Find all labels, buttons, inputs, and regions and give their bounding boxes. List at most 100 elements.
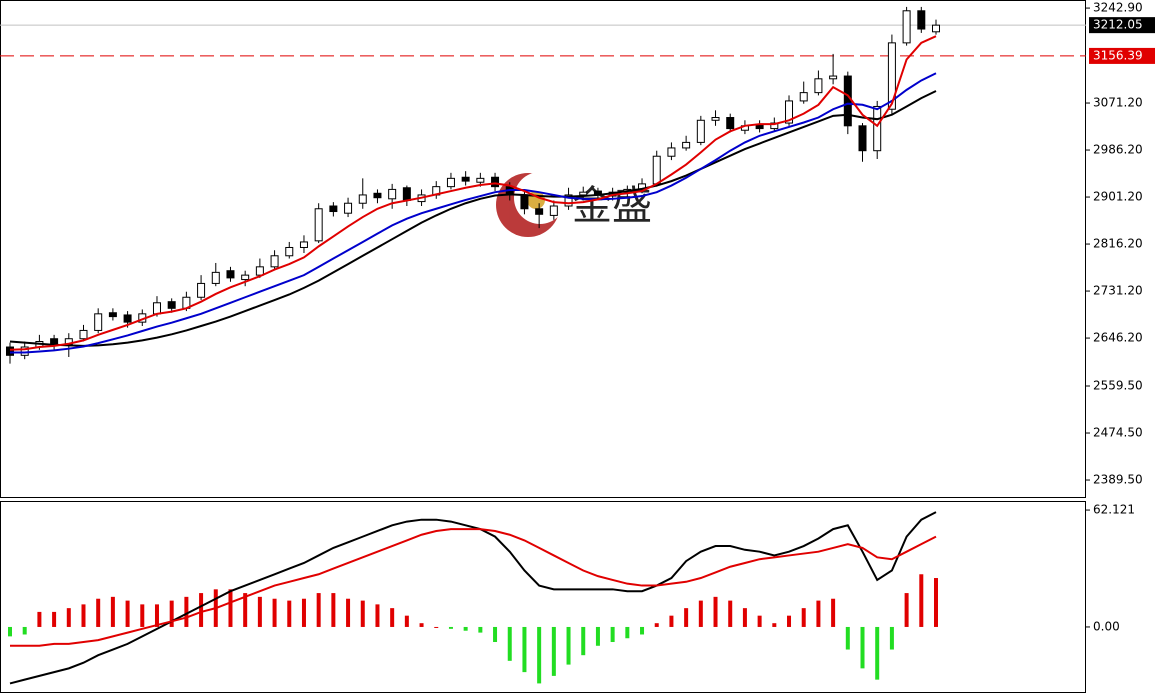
candle-body bbox=[785, 100, 794, 124]
candle-body bbox=[476, 177, 485, 183]
candle-body bbox=[917, 10, 926, 30]
candle-body bbox=[682, 141, 691, 149]
histogram-bar bbox=[404, 615, 409, 627]
histogram-bar bbox=[434, 626, 439, 628]
candle-body bbox=[564, 194, 573, 207]
histogram-bar bbox=[301, 598, 306, 627]
histogram-bar bbox=[360, 600, 365, 627]
histogram-bar bbox=[257, 596, 262, 627]
histogram-bar bbox=[169, 600, 174, 627]
candle-body bbox=[829, 75, 838, 80]
candle-body bbox=[461, 176, 470, 182]
histogram-bar bbox=[184, 596, 189, 627]
candle-body bbox=[446, 177, 455, 188]
candle-body bbox=[858, 125, 867, 152]
candle-body bbox=[6, 346, 14, 356]
candle-body bbox=[887, 42, 896, 110]
histogram-bar bbox=[22, 626, 27, 635]
candle-body bbox=[902, 10, 911, 44]
histogram-bar bbox=[728, 600, 733, 627]
candle-body bbox=[94, 313, 103, 331]
candle-body bbox=[329, 205, 338, 213]
histogram-bar bbox=[81, 604, 86, 627]
histogram-bar bbox=[889, 626, 894, 650]
candle-body bbox=[402, 187, 411, 201]
candle-body bbox=[549, 205, 558, 216]
histogram-bar bbox=[493, 626, 498, 643]
histogram-bar bbox=[287, 600, 292, 627]
candle-body bbox=[711, 117, 720, 121]
histogram-bar bbox=[831, 598, 836, 627]
histogram-bar bbox=[919, 574, 924, 627]
histogram-bar bbox=[934, 578, 938, 627]
histogram-bar bbox=[8, 626, 12, 637]
y-tick-label: 62.121 bbox=[1093, 503, 1135, 517]
histogram-bar bbox=[698, 600, 703, 627]
histogram-bar bbox=[390, 608, 395, 627]
histogram-bar bbox=[801, 608, 806, 627]
candle-body bbox=[579, 191, 588, 196]
histogram-bar bbox=[375, 604, 380, 627]
y-tick-label: 2646.20 bbox=[1093, 331, 1143, 345]
candle-body bbox=[491, 176, 500, 188]
level-box bbox=[1089, 47, 1155, 64]
histogram-bar bbox=[654, 623, 659, 627]
candle-body bbox=[270, 255, 279, 268]
histogram-bar bbox=[110, 596, 115, 627]
price-panel bbox=[0, 0, 1086, 498]
histogram-bar bbox=[860, 626, 865, 669]
candle-body bbox=[344, 202, 353, 214]
current-price-box bbox=[1089, 17, 1155, 34]
candle-body bbox=[535, 208, 544, 215]
candle-body bbox=[814, 78, 823, 94]
y-tick-label: 2389.50 bbox=[1093, 473, 1143, 487]
candle-body bbox=[873, 105, 882, 152]
histogram-bar bbox=[154, 604, 159, 627]
histogram-bar bbox=[904, 593, 909, 627]
histogram-bar bbox=[37, 611, 42, 627]
histogram-bar bbox=[419, 623, 424, 627]
histogram-bar bbox=[640, 626, 645, 635]
histogram-bar bbox=[52, 611, 57, 627]
candle-body bbox=[167, 301, 176, 309]
indicator-line bbox=[9, 90, 937, 347]
histogram-bar bbox=[610, 626, 615, 643]
candle-body bbox=[726, 117, 735, 130]
histogram-bar bbox=[199, 593, 204, 627]
histogram-bar bbox=[96, 598, 101, 627]
candle-body bbox=[373, 192, 382, 199]
histogram-bar bbox=[595, 626, 600, 646]
candle-body bbox=[314, 208, 323, 242]
candle-body bbox=[152, 302, 161, 315]
histogram-bar bbox=[228, 589, 233, 627]
histogram-bar bbox=[448, 626, 453, 629]
y-tick-label: 2901.20 bbox=[1093, 190, 1143, 204]
histogram-bar bbox=[272, 598, 277, 627]
histogram-bar bbox=[566, 626, 571, 665]
y-tick-label: 3071.20 bbox=[1093, 96, 1143, 110]
indicator-line bbox=[10, 72, 937, 354]
y-tick-label: 2559.50 bbox=[1093, 379, 1143, 393]
histogram-bar bbox=[125, 600, 130, 627]
candle-body bbox=[520, 194, 529, 210]
indicator-line bbox=[9, 511, 937, 685]
candle-body bbox=[50, 338, 59, 345]
histogram-bar bbox=[346, 598, 351, 627]
candle-body bbox=[79, 329, 88, 340]
y-tick-label: 2731.20 bbox=[1093, 284, 1143, 298]
candle-body bbox=[241, 274, 250, 281]
histogram-bar bbox=[522, 626, 527, 673]
histogram-bar bbox=[684, 608, 689, 627]
y-tick-label: 0.00 bbox=[1093, 619, 1120, 633]
histogram-bar bbox=[537, 626, 542, 684]
indicator-line bbox=[10, 528, 937, 647]
current-price-label: 3212.05 bbox=[1093, 18, 1143, 32]
level-label: 3156.39 bbox=[1093, 48, 1143, 62]
histogram-bar bbox=[816, 600, 821, 627]
histogram-bar bbox=[772, 623, 777, 627]
candle-body bbox=[255, 266, 264, 276]
y-tick-label: 3242.90 bbox=[1093, 1, 1143, 15]
y-tick-label: 2816.20 bbox=[1093, 237, 1143, 251]
candle-body bbox=[285, 246, 294, 257]
